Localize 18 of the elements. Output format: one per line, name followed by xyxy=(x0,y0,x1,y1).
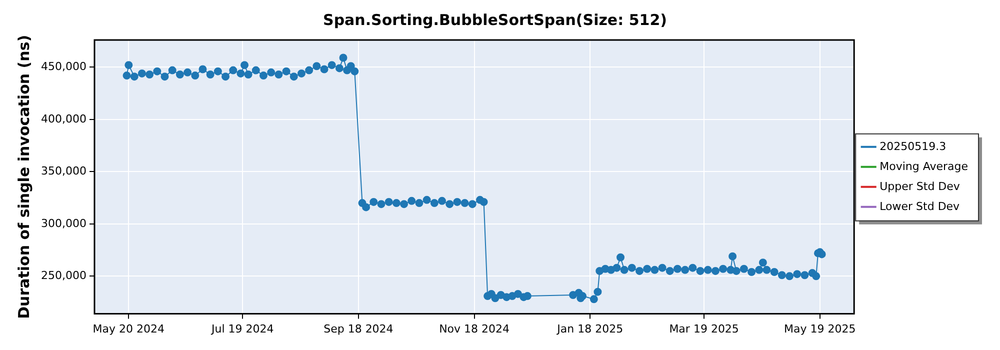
x-tick-label: Sep 18 2024 xyxy=(324,322,394,336)
x-tick-label: Mar 19 2025 xyxy=(669,322,739,336)
x-tick-label: Jul 19 2024 xyxy=(210,322,274,336)
x-tick-label: May 19 2025 xyxy=(784,322,856,336)
y-axis-title: Duration of single invocation (ns) xyxy=(14,34,33,319)
x-tick-label: Nov 18 2024 xyxy=(439,322,510,336)
x-tick-label: Jan 18 2025 xyxy=(556,322,624,336)
legend-label: Lower Std Dev xyxy=(880,200,960,213)
y-tick-label: 250,000 xyxy=(40,269,86,282)
y-tick-label: 350,000 xyxy=(40,164,86,178)
legend-label: Moving Average xyxy=(880,160,968,173)
y-tick-label: 300,000 xyxy=(40,216,86,230)
x-tick-label: May 20 2024 xyxy=(92,322,165,336)
legend-label: 20250519.3 xyxy=(880,140,946,153)
y-tick-label: 400,000 xyxy=(40,112,86,126)
chart-title: Span.Sorting.BubbleSortSpan(Size: 512) xyxy=(323,10,667,29)
legend-label: Upper Std Dev xyxy=(880,180,960,193)
y-tick-label: 450,000 xyxy=(40,60,86,74)
